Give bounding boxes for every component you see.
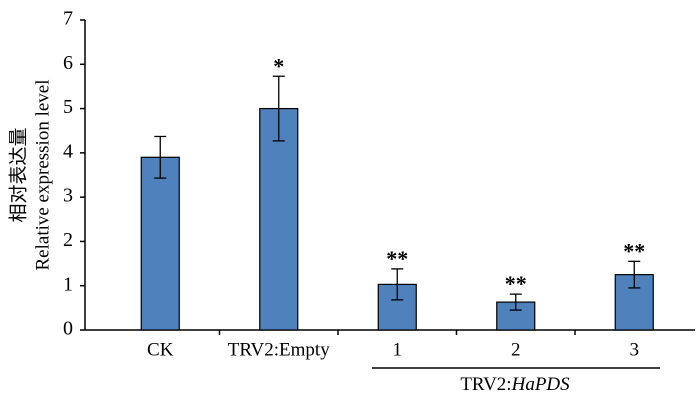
x-tick-label: 2 xyxy=(511,339,521,360)
bar xyxy=(140,156,180,331)
group-label-gene: HaPDS xyxy=(511,374,571,395)
y-axis-label: 相对表达量 xyxy=(7,127,29,222)
y-tick-label: 5 xyxy=(63,96,73,118)
y-tick-label: 6 xyxy=(63,52,73,74)
y-tick-label: 2 xyxy=(63,229,73,251)
x-tick-label: CK xyxy=(147,339,174,360)
group-label: TRV2:HaPDS xyxy=(460,374,570,395)
y-tick-label: 1 xyxy=(63,273,73,295)
x-tick-label: 1 xyxy=(393,339,403,360)
significance-label: * xyxy=(273,53,284,78)
y-tick-label: 4 xyxy=(63,140,73,162)
y-tick-label: 3 xyxy=(63,185,73,207)
significance-label: ** xyxy=(386,246,408,271)
y-tick-label: 7 xyxy=(63,8,73,30)
x-tick-label: TRV2:Empty xyxy=(228,339,330,360)
x-tick-label: 3 xyxy=(630,339,640,360)
significance-label: ** xyxy=(505,271,527,296)
bar xyxy=(259,107,299,331)
group-label-prefix: TRV2: xyxy=(460,374,511,395)
significance-label: ** xyxy=(623,238,645,263)
y-tick-label: 0 xyxy=(63,318,73,340)
y-axis-label: Relative expression level xyxy=(32,80,53,271)
